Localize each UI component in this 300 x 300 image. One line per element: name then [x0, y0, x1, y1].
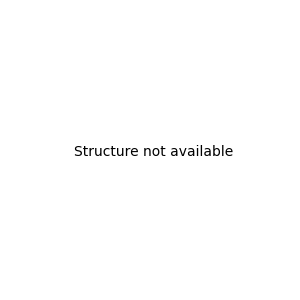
Text: Structure not available: Structure not available	[74, 145, 233, 158]
